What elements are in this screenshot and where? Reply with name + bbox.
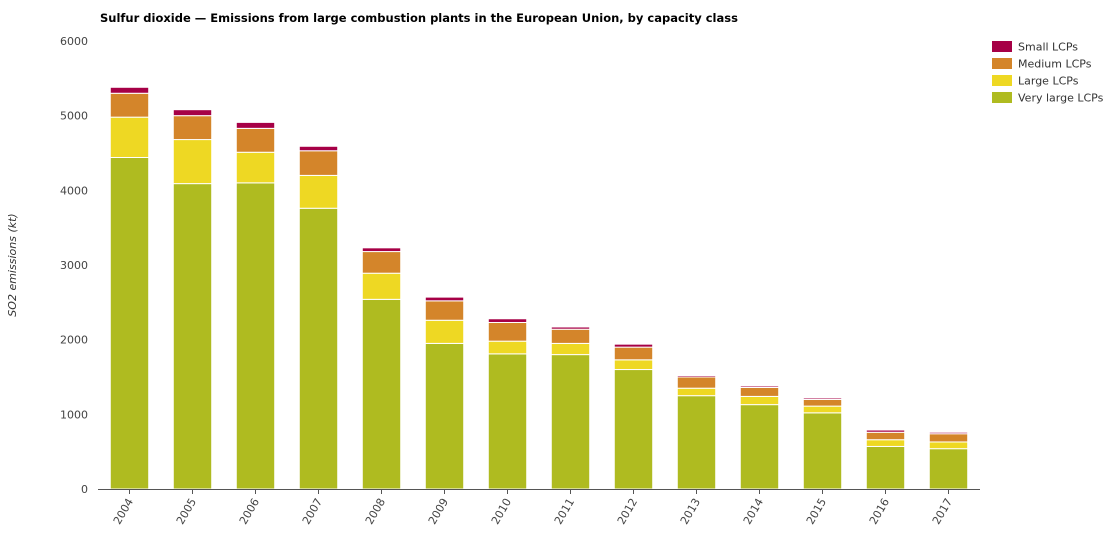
x-tick-label: 2017 [930,496,955,527]
bar-segment [172,183,213,490]
bar-segment [928,448,969,490]
bar-segment [298,145,339,152]
bar-segment [172,115,213,141]
bar-segment [424,319,465,344]
bar-segment [361,298,402,490]
y-tick-label: 6000 [60,35,88,48]
bar-segment [172,109,213,117]
x-tick-label: 2009 [426,496,451,527]
bar-segment [235,151,276,184]
legend-swatch [992,41,1012,52]
bar-segment [676,395,717,490]
legend-label: Medium LCPs [1018,58,1092,71]
bar-segment [109,86,150,94]
bar-segment [928,433,969,443]
bar-segment [676,387,717,397]
bar-segment [802,405,843,414]
x-tick-label: 2004 [111,496,136,527]
legend-label: Small LCPs [1018,41,1078,54]
bar-segment [613,369,654,490]
x-tick-label: 2016 [867,496,892,527]
bar-segment [424,300,465,321]
bar-segment [865,439,906,447]
bar-segment [109,116,150,158]
bar-segment [865,429,906,433]
bar-segment [487,318,528,323]
bar-segment [424,296,465,302]
bar-segment [739,395,780,406]
bar-segment [361,251,402,274]
bar-segment [928,431,969,435]
bar-segment [613,343,654,348]
x-tick-label: 2007 [300,496,325,527]
legend-swatch [992,92,1012,103]
bar-segment [172,139,213,185]
bar-segment [550,328,591,344]
y-axis-ticks: 0 1000 2000 3000 4000 5000 6000 [60,35,88,496]
y-tick-label: 5000 [60,110,88,123]
y-tick-label: 3000 [60,259,88,272]
legend: Small LCPs Medium LCPs Large LCPs Very larg… [992,41,1104,105]
bar-segment [550,354,591,490]
y-tick-label: 1000 [60,408,88,421]
bar-segment [676,376,717,389]
bars [109,86,969,490]
chart-title: Sulfur dioxide — Emissions from large co… [100,11,738,25]
x-tick-label: 2011 [552,496,577,527]
bar-segment [613,346,654,361]
bar-segment [361,272,402,300]
bar-segment [865,431,906,441]
bar-segment [487,353,528,490]
y-tick-label: 0 [81,483,88,496]
bar-segment [424,342,465,490]
legend-swatch [992,58,1012,69]
bar-segment [739,404,780,490]
bar-segment [802,398,843,407]
bar-segment [235,182,276,490]
legend-label: Large LCPs [1018,75,1079,88]
bar-segment [802,397,843,400]
bar-segment [298,207,339,490]
bar-segment [550,342,591,356]
bar-segment [739,385,780,388]
x-tick-label: 2008 [363,496,388,527]
bar-segment [109,92,150,118]
x-tick-label: 2005 [174,496,199,527]
x-tick-label: 2015 [804,496,829,527]
x-tick-label: 2012 [615,496,640,527]
x-tick-label: 2013 [678,496,703,527]
bar-segment [928,441,969,450]
legend-label: Very large LCPs [1018,92,1104,105]
y-tick-label: 4000 [60,184,88,197]
bar-segment [235,127,276,153]
bar-segment [676,375,717,378]
bar-segment [361,247,402,253]
x-tick-label: 2006 [237,496,262,527]
bar-segment [613,359,654,371]
bar-segment [550,326,591,330]
bar-segment [298,174,339,209]
bar-segment [235,121,276,129]
bar-segment [487,340,528,355]
y-tick-label: 2000 [60,334,88,347]
x-tick-label: 2014 [741,496,766,527]
x-axis-ticks: 2004 2005 2006 2007 2008 2009 2010 2011 2012 2013… [111,489,955,527]
bar-segment [298,150,339,176]
bar-segment [109,156,150,490]
bar-segment [865,445,906,490]
y-axis-label: SO2 emissions (kt) [6,213,19,316]
legend-swatch [992,75,1012,86]
x-tick-label: 2010 [489,496,514,527]
bar-segment [739,386,780,397]
bar-segment [802,412,843,490]
bar-segment [487,321,528,342]
